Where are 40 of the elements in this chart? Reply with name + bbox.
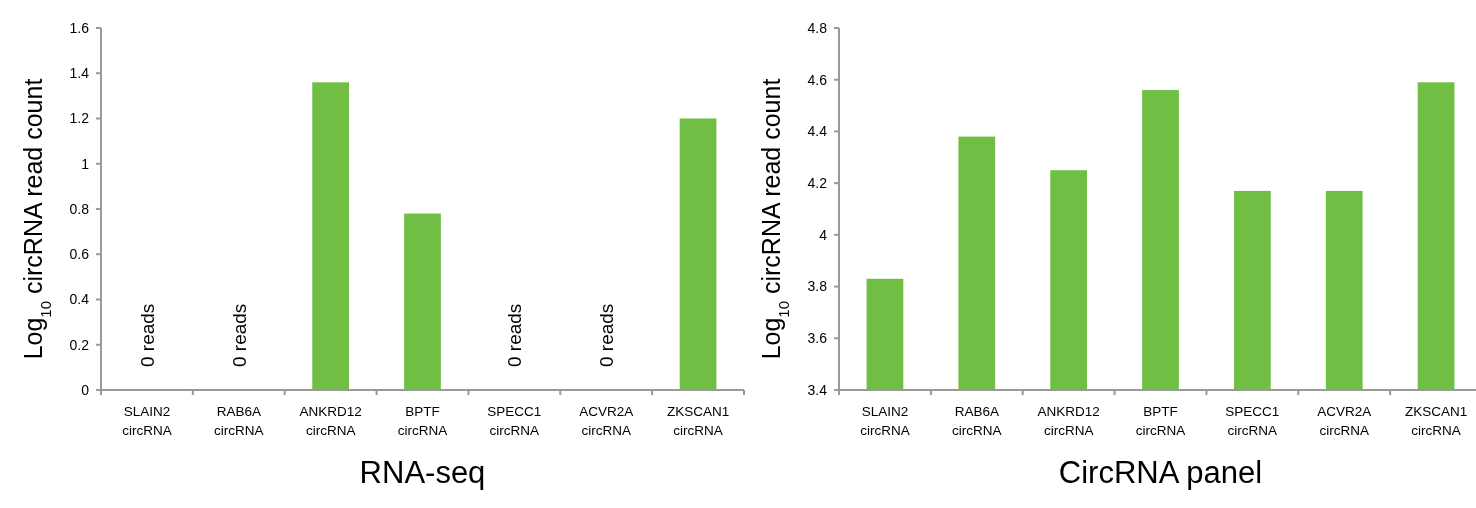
bar [312, 82, 350, 390]
annotation: 0 reads [228, 303, 250, 367]
y-tick-label: 1 [81, 155, 90, 172]
x-tick-label: ANKRD12 circRNA [299, 404, 362, 438]
x-tick-label: SLAIN2 circRNA [860, 404, 910, 438]
y-tick-label: 3.8 [807, 278, 828, 295]
y-tick-label: 0.4 [69, 291, 90, 308]
y-tick-label: 4.6 [807, 71, 828, 88]
text: CircRNA panel [1058, 455, 1263, 490]
y-tick-label: 4 [819, 226, 828, 243]
x-tick-label: SLAIN2 circRNA [122, 404, 172, 438]
y-tick-label: 0.8 [69, 200, 90, 217]
y-tick-label: 1.4 [69, 65, 90, 82]
text: RNA-seq [359, 455, 486, 490]
y-tick-label: 0.2 [69, 336, 90, 353]
y-tick-label: 4.8 [807, 19, 828, 36]
y-tick-label: 1.6 [69, 19, 90, 36]
y-tick-label: 3.6 [807, 330, 828, 347]
annotation: 0 reads [596, 303, 618, 367]
y-tick-label: 4.2 [807, 175, 828, 192]
y-tick-label: 0 [81, 381, 90, 398]
x-tick-label: BPTF circRNA [397, 404, 448, 438]
x-tick-label: BPTF circRNA [1135, 404, 1186, 438]
y-tick-label: 4.4 [807, 123, 828, 140]
x-tick-label: ZKSCAN1 circRNA [666, 404, 730, 438]
x-tick-label: ZKSCAN1 circRNA [1404, 404, 1468, 438]
bar [679, 118, 717, 390]
annotation: 0 reads [504, 303, 526, 367]
y-tick-label: 3.4 [807, 381, 828, 398]
y-tick-label: 1.2 [69, 110, 90, 127]
y-tick-label: 0.6 [69, 246, 90, 263]
x-tick-label: RAB6A circRNA [952, 404, 1002, 438]
x-tick-label: SPECC1 circRNA [487, 404, 542, 438]
x-tick-label: SPECC1 circRNA [1225, 404, 1280, 438]
x-tick-label: ACVR2A circRNA [579, 404, 634, 438]
x-tick-label: ACVR2A circRNA [1317, 404, 1372, 438]
x-tick-label: ANKRD12 circRNA [1037, 404, 1100, 438]
bar [404, 213, 441, 390]
annotation: 0 reads [136, 303, 158, 367]
x-tick-label: RAB6A circRNA [214, 404, 264, 438]
